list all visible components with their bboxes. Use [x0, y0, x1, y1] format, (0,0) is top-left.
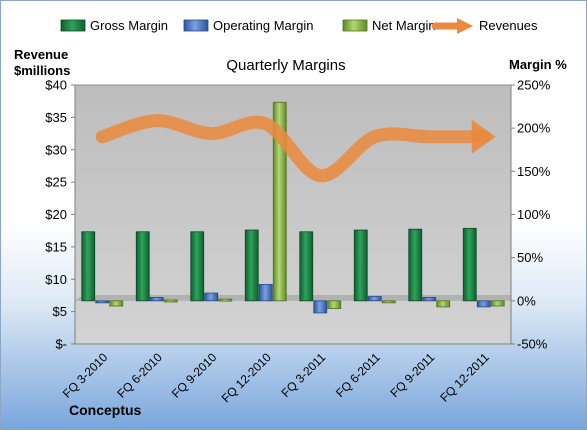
right-tick-label: -50%: [517, 337, 548, 352]
right-tick-label: 50%: [517, 250, 543, 265]
category-label: FQ 6-2010: [114, 350, 165, 401]
right-tick-label: 100%: [517, 207, 551, 222]
bar-gross-margin: [353, 229, 368, 302]
chart-title: Quarterly Margins: [226, 57, 345, 74]
right-tick-label: 0%: [517, 293, 536, 308]
left-tick-label: $35: [45, 110, 67, 125]
revenue-line: [95, 114, 491, 183]
right-tick-label: 250%: [517, 78, 551, 93]
company-name: Conceptus: [69, 402, 142, 418]
right-axis-title: Margin %: [509, 57, 567, 72]
bar-net-margin: [109, 300, 124, 307]
bar-operating-margin: [149, 296, 164, 302]
bar-operating-margin: [95, 300, 110, 304]
bar-net-margin: [436, 300, 451, 308]
bar-operating-margin: [422, 296, 437, 302]
left-tick-label: $40: [45, 78, 67, 93]
left-axis-title-line1: Revenue: [14, 47, 68, 62]
legend-swatch-operating-margin: [183, 19, 209, 32]
left-tick-label: $-: [55, 337, 67, 352]
category-label: FQ 9-2011: [388, 350, 438, 400]
legend-label-revenues: Revenues: [479, 18, 538, 33]
left-tick-label: $30: [45, 142, 67, 157]
legend-swatch-gross-margin: [60, 19, 86, 32]
bar-gross-margin: [299, 231, 314, 302]
revenue-arrowhead: [471, 119, 496, 154]
left-tick-label: $10: [45, 272, 67, 287]
legend-label-operating-margin: Operating Margin: [213, 18, 313, 33]
bar-gross-margin: [462, 227, 477, 302]
bar-operating-margin: [313, 300, 328, 314]
category-label: FQ 3-2010: [60, 350, 111, 401]
left-axis-title-line2: $millions: [14, 63, 70, 78]
bar-operating-margin: [367, 296, 382, 302]
zero-plane: [75, 294, 511, 301]
bar-gross-margin: [135, 231, 150, 302]
bar-net-margin: [272, 101, 287, 302]
bar-operating-margin: [204, 292, 219, 302]
category-label: FQ 3-2011: [279, 350, 329, 400]
category-label: FQ 12-2011: [437, 350, 492, 405]
category-label: FQ 6-2011: [333, 350, 383, 400]
category-label: FQ 9-2010: [169, 350, 220, 401]
bar-gross-margin: [81, 231, 96, 302]
bar-net-margin: [327, 300, 342, 310]
bar-operating-margin: [258, 284, 273, 302]
legend-label-net-margin: Net Margin: [372, 18, 436, 33]
right-tick-label: 150%: [517, 164, 551, 179]
legend-label-gross-margin: Gross Margin: [90, 18, 168, 33]
legend-swatch-net-margin: [342, 19, 368, 32]
bar-gross-margin: [244, 229, 259, 302]
category-label: FQ 12-2010: [219, 350, 274, 405]
bar-net-margin: [381, 300, 396, 304]
bar-net-margin: [218, 298, 233, 302]
left-tick-label: $25: [45, 175, 67, 190]
left-tick-label: $20: [45, 207, 67, 222]
bar-operating-margin: [476, 300, 491, 308]
left-tick-label: $5: [53, 304, 67, 319]
legend-swatch-revenues-head: [457, 18, 473, 34]
left-tick-label: $15: [45, 239, 67, 254]
bar-gross-margin: [408, 228, 423, 302]
bar-net-margin: [490, 300, 505, 307]
bar-gross-margin: [190, 231, 205, 302]
right-tick-label: 200%: [517, 121, 551, 136]
bar-net-margin: [163, 299, 178, 303]
